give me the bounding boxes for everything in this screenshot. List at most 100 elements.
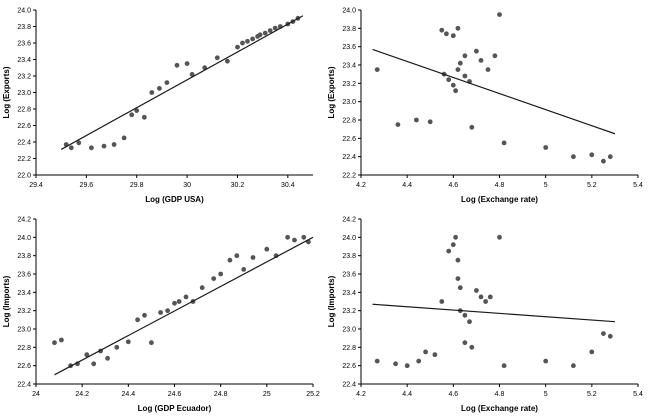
data-point <box>199 285 205 291</box>
data-point <box>462 73 468 79</box>
data-point <box>59 337 64 343</box>
data-point <box>227 257 233 263</box>
y-tick-label: 23.8 <box>17 24 31 31</box>
data-point <box>149 340 154 346</box>
data-point <box>501 140 507 146</box>
x-axis-title: Log (GDP USA) <box>145 195 204 204</box>
data-point <box>457 285 463 291</box>
data-point <box>157 86 162 91</box>
data-point <box>446 77 452 83</box>
x-axis-title: Log (Exchange rate) <box>461 195 538 204</box>
y-tick-label: 22.8 <box>342 345 356 352</box>
x-tick-label: 25 <box>263 391 271 398</box>
data-point <box>176 299 182 304</box>
y-tick-label: 24.0 <box>17 8 31 15</box>
data-point <box>478 294 484 300</box>
x-tick-label: 24.2 <box>75 391 89 398</box>
y-tick-label: 23.4 <box>17 290 31 297</box>
data-point <box>543 358 549 364</box>
data-point <box>172 300 177 306</box>
y-tick-label: 23.4 <box>342 63 356 70</box>
data-point <box>571 363 576 369</box>
data-point <box>607 333 613 339</box>
x-axis-title: Log (Exchange rate) <box>461 404 538 413</box>
x-tick-label: 4.2 <box>356 182 366 189</box>
data-point <box>404 363 410 369</box>
data-point <box>455 25 461 31</box>
data-point <box>450 242 456 248</box>
data-point <box>257 32 263 38</box>
x-tick-label: 25.2 <box>306 391 320 398</box>
data-point <box>543 145 549 150</box>
data-point <box>395 122 401 127</box>
data-point <box>601 331 606 336</box>
data-point <box>141 114 147 120</box>
data-point <box>142 312 147 318</box>
data-point <box>607 154 613 160</box>
data-point <box>450 33 456 39</box>
data-point <box>52 340 57 346</box>
y-tick-label: 22.0 <box>17 173 31 180</box>
x-tick-label: 29.8 <box>130 182 144 189</box>
data-point <box>469 344 475 350</box>
data-point <box>105 355 110 361</box>
x-tick-label: 24.6 <box>168 391 182 398</box>
trend-line <box>372 48 616 135</box>
y-axis-title: Log (Exports) <box>327 66 336 118</box>
data-point <box>129 112 135 118</box>
y-tick-label: 23.6 <box>342 272 356 279</box>
data-point <box>393 361 398 367</box>
data-point <box>272 25 278 31</box>
y-tick-label: 22.4 <box>342 154 356 161</box>
x-tick-label: 5 <box>544 182 548 189</box>
y-tick-label: 23.8 <box>17 253 31 260</box>
data-point <box>455 67 461 72</box>
data-point <box>453 88 458 94</box>
y-tick-label: 23.0 <box>17 90 31 97</box>
trend-line <box>60 15 304 150</box>
data-point <box>485 67 491 72</box>
data-point <box>374 67 380 72</box>
data-point <box>125 339 131 345</box>
chart-exports-vs-gdp-usa: 29.4 29.6 29.8 30 30.2 30.4 22.0 22.2 22.4 22.6 22… <box>0 0 325 209</box>
chart-exports-vs-exchange-rate: 4.2 4.4 4.6 4.8 5 5.2 5.4 22.2 22.4 22.6 22.8 23.0 2… <box>325 0 650 209</box>
data-point <box>589 349 595 355</box>
data-point <box>467 319 472 325</box>
data-point <box>235 44 240 50</box>
data-point <box>462 340 468 346</box>
y-axis-title: Log (Exports) <box>2 66 11 118</box>
data-point <box>301 234 307 240</box>
data-point <box>374 358 380 364</box>
x-tick-label: 30 <box>183 182 191 189</box>
y-tick-label: 23.4 <box>17 57 31 64</box>
y-tick-label: 22.8 <box>17 345 31 352</box>
data-point <box>483 299 488 304</box>
data-point <box>427 119 433 125</box>
x-tick-label: 5.2 <box>587 182 597 189</box>
x-tick-label: 4.8 <box>495 182 505 189</box>
data-point <box>432 352 438 358</box>
data-point <box>423 349 428 355</box>
data-point <box>457 60 463 66</box>
data-point <box>292 237 297 243</box>
data-point <box>501 363 507 369</box>
x-tick-label: 4.2 <box>356 391 366 398</box>
data-point <box>68 145 74 151</box>
data-point <box>267 28 273 33</box>
chart-imports-vs-gdp-ecuador: 24 24.2 24.4 24.6 24.8 25 25.2 22.4 22.6 22.8 23.0… <box>0 209 325 418</box>
y-tick-label: 22.6 <box>17 123 31 130</box>
y-tick-label: 24.0 <box>342 235 356 242</box>
data-point <box>414 117 419 123</box>
data-point <box>84 352 90 358</box>
y-tick-label: 24.2 <box>17 217 31 224</box>
data-point <box>478 58 484 63</box>
x-tick-label: 30.2 <box>231 182 245 189</box>
data-point <box>487 294 493 300</box>
x-tick-label: 5.4 <box>633 391 643 398</box>
y-tick-label: 23.2 <box>17 74 31 81</box>
data-point <box>189 72 195 77</box>
data-point <box>91 361 97 367</box>
y-axis-title: Log (Imports) <box>2 275 11 327</box>
y-tick-label: 23.0 <box>342 99 356 106</box>
y-tick-label: 22.4 <box>342 382 356 389</box>
